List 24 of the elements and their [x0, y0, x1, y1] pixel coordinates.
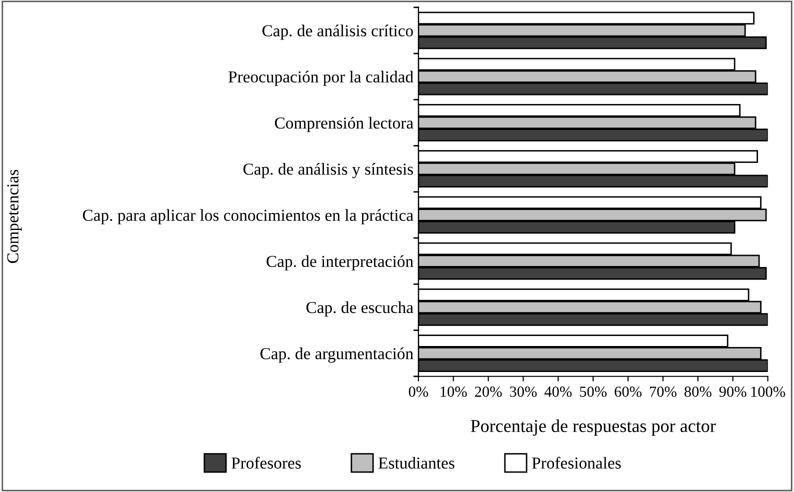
x-tick-label: 60% [614, 386, 642, 397]
y-tick-label: Cap. para aplicar los conocimientos en la práctica [82, 209, 414, 224]
x-tick-label: 90% [719, 386, 746, 397]
y-tick-label: Cap. de interpretación [266, 255, 414, 270]
x-tick-label: 20% [474, 386, 502, 397]
x-tick-label: 100% [751, 386, 786, 397]
x-axis-title: Porcentaje de respuestas por actor [470, 419, 716, 436]
x-tick-label: 10% [440, 386, 467, 397]
legend-label: Profesores [232, 456, 301, 469]
y-tick-label: Cap. de escucha [306, 301, 414, 317]
x-tick-label: 40% [544, 386, 572, 397]
y-tick-label: Preocupación por la calidad [228, 70, 414, 86]
y-tick-label: Comprensión lectora [274, 116, 414, 132]
x-tick-label: 70% [650, 386, 676, 397]
y-axis-title: Competencias [7, 170, 22, 264]
x-tick-label: 80% [684, 386, 712, 397]
y-tick-label: Cap. de análisis crítico [262, 24, 413, 40]
x-tick-label: 30% [510, 386, 537, 397]
y-tick-label: Cap. de análisis y síntesis [243, 163, 413, 178]
y-tick-label: Cap. de argumentación [260, 348, 414, 363]
legend-label: Estudiantes [378, 456, 454, 469]
x-tick-label: 0% [408, 386, 428, 397]
x-tick-label: 50% [580, 386, 607, 397]
legend-label: Profesionales [532, 456, 621, 469]
